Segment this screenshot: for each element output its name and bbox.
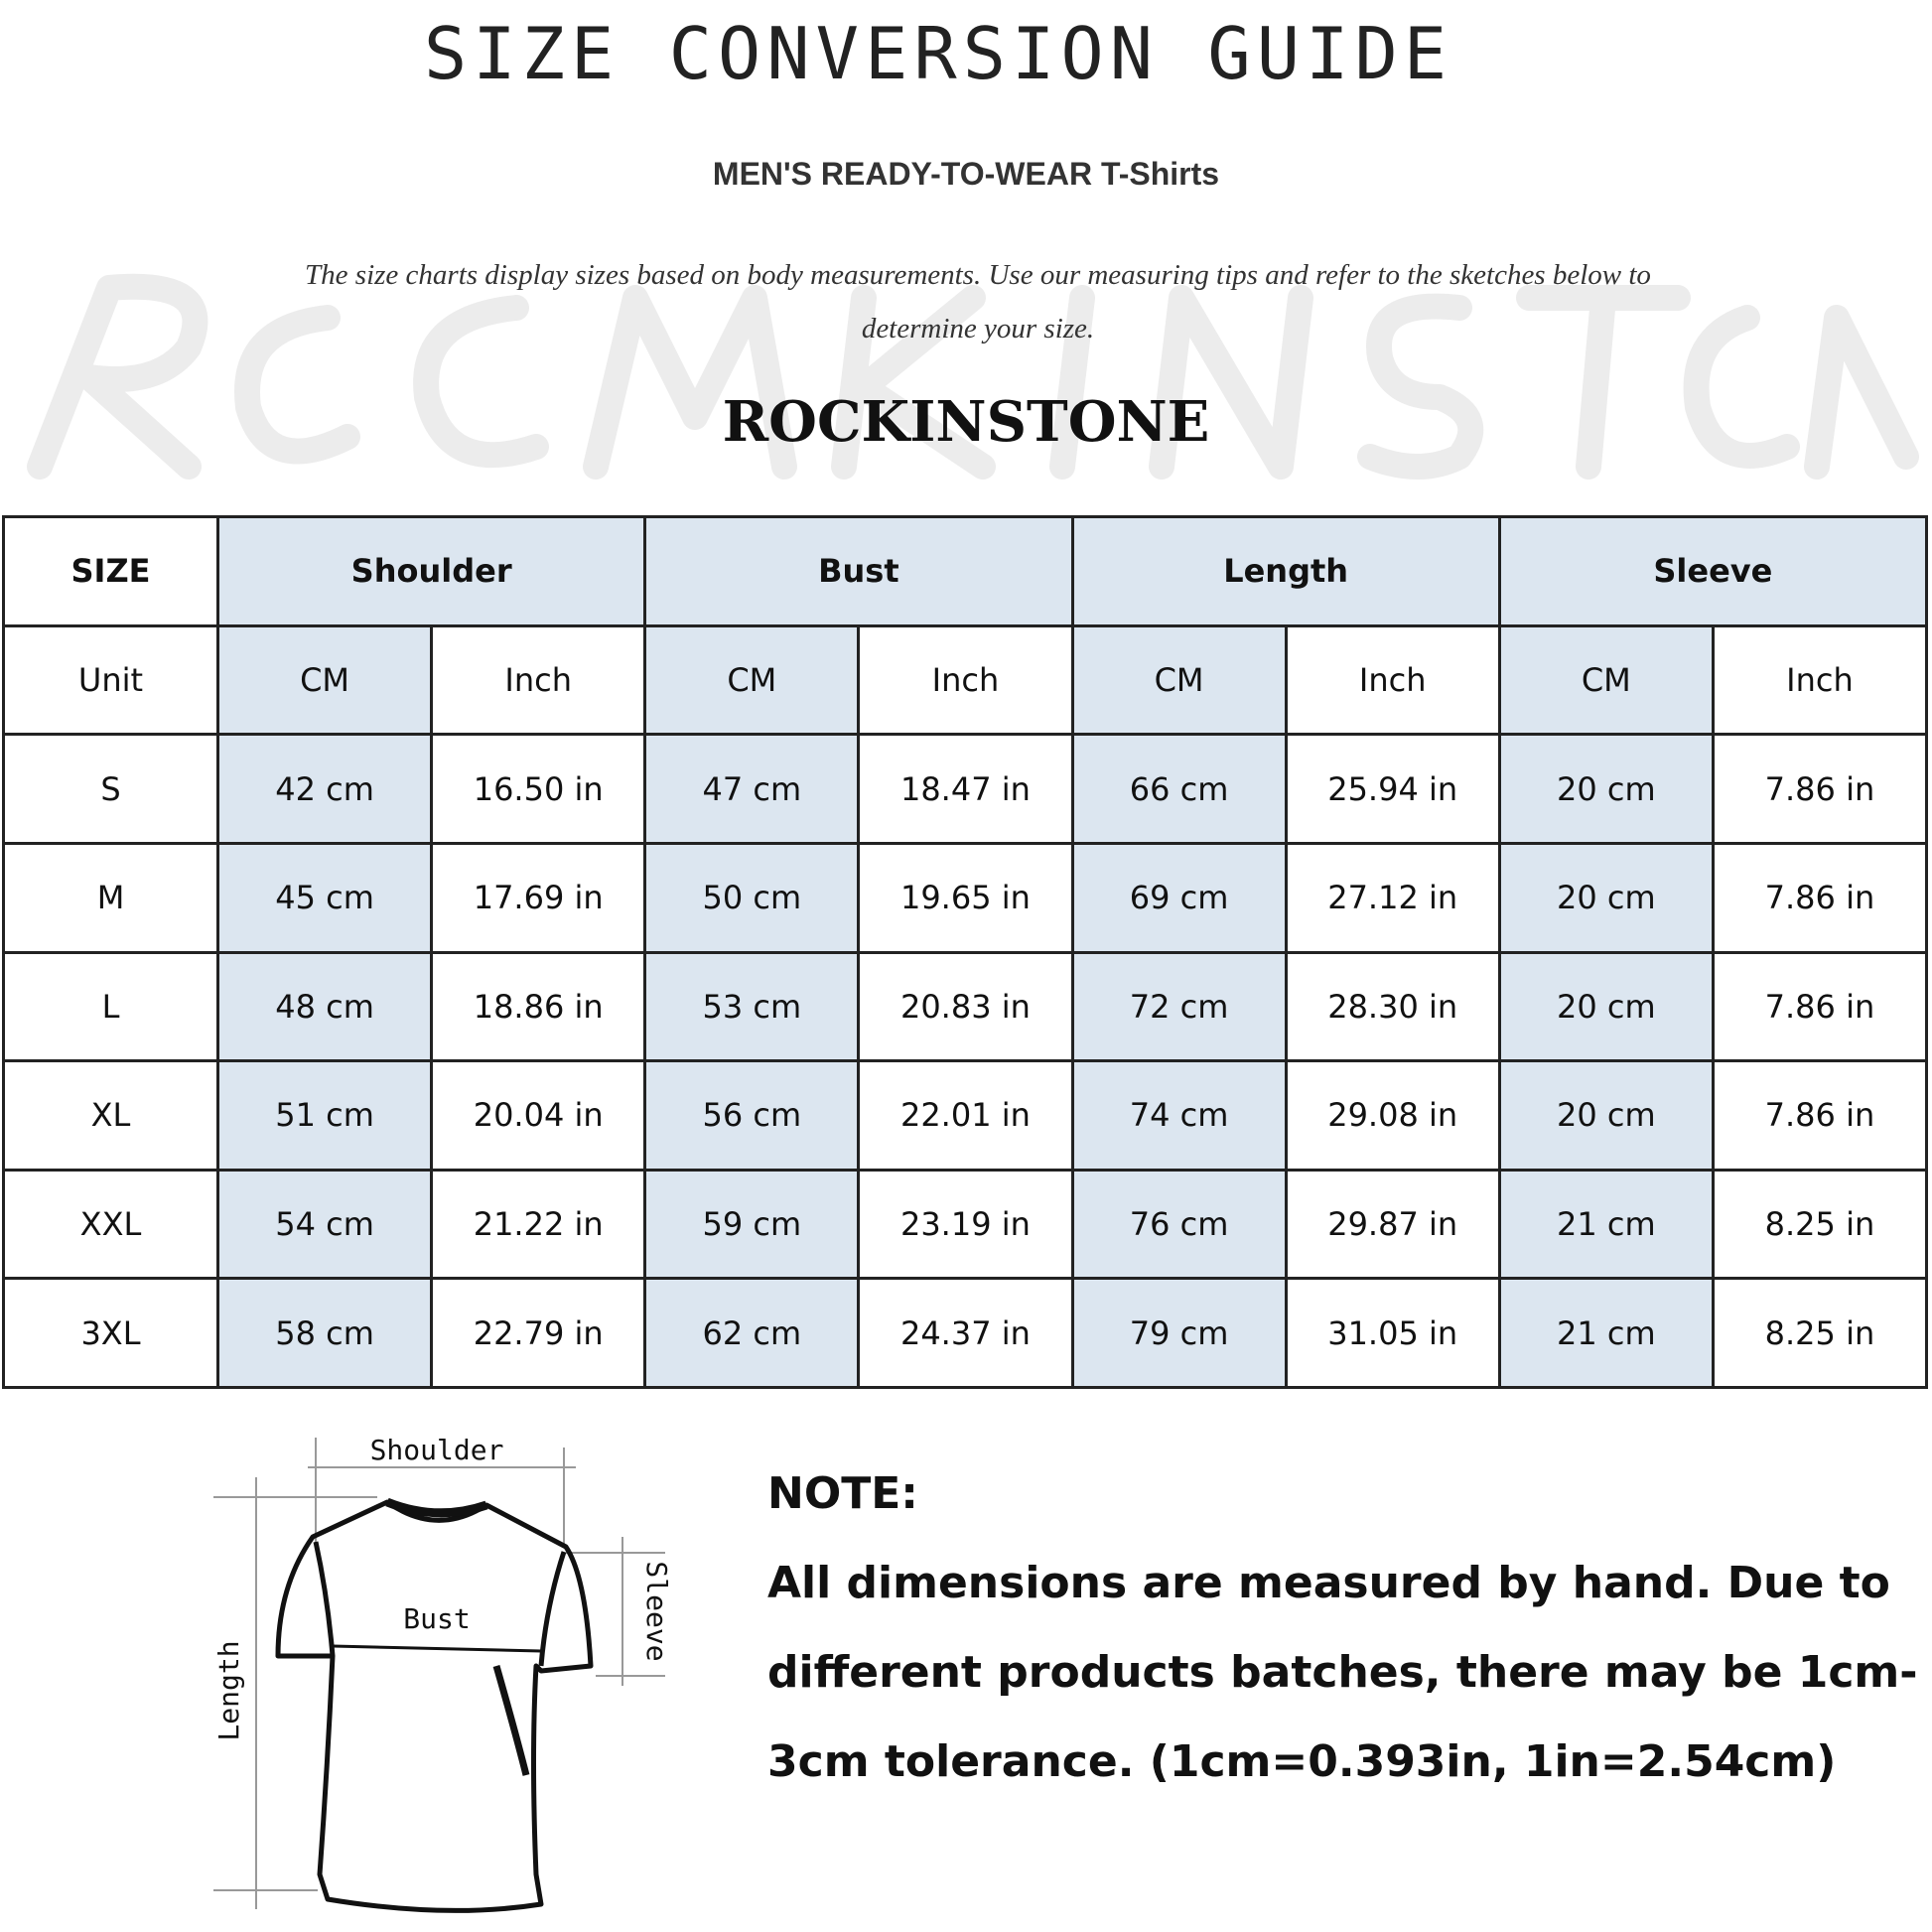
measurement-cell: 29.08 in <box>1284 1059 1501 1172</box>
measurement-cell: 56 cm <box>643 1059 861 1172</box>
measurement-cell: 20 cm <box>1497 950 1715 1063</box>
measurement-cell: 69 cm <box>1070 841 1288 954</box>
note-block: NOTE: All dimensions are measured by han… <box>767 1449 1919 1807</box>
measurement-cell: 20.83 in <box>857 950 1074 1063</box>
measurement-cell: 22.79 in <box>430 1277 647 1389</box>
measurement-cell: 17.69 in <box>430 841 647 954</box>
measurement-cell: 28.30 in <box>1284 950 1501 1063</box>
measurement-cell: 16.50 in <box>430 733 647 845</box>
measurement-cell: 27.12 in <box>1284 841 1501 954</box>
measurement-cell: 20 cm <box>1497 1059 1715 1172</box>
measurement-cell: 59 cm <box>643 1168 861 1281</box>
size-cell: S <box>2 733 219 845</box>
measurement-cell: 20 cm <box>1497 841 1715 954</box>
measurement-cell: 25.94 in <box>1284 733 1501 845</box>
measurement-cell: 7.86 in <box>1711 950 1929 1063</box>
measurement-cell: 23.19 in <box>857 1168 1074 1281</box>
bust-label: Bust <box>403 1602 470 1635</box>
size-row-l: L 48 cm 18.86 in 53 cm 20.83 in 72 cm 28.30 in… <box>2 950 1929 1063</box>
unit-cell: Inch <box>430 623 647 737</box>
measurement-cell: 8.25 in <box>1711 1277 1929 1389</box>
size-row-3xl: 3XL 58 cm 22.79 in 62 cm 24.37 in 79 cm 31.05 … <box>2 1277 1929 1389</box>
measurement-cell: 20 cm <box>1497 733 1715 845</box>
tshirt-measurement-diagram: Shoulder Bust Sleeve Length <box>212 1434 673 1913</box>
measurement-cell: 24.37 in <box>857 1277 1074 1389</box>
tshirt-outline-icon <box>275 1497 594 1913</box>
measurement-cell: 21 cm <box>1497 1277 1715 1389</box>
measurement-cell: 72 cm <box>1070 950 1288 1063</box>
measurement-cell: 50 cm <box>643 841 861 954</box>
measurement-cell: 62 cm <box>643 1277 861 1389</box>
shoulder-label: Shoulder <box>370 1434 504 1466</box>
size-row-s: S 42 cm 16.50 in 47 cm 18.47 in 66 cm 25.94 in… <box>2 733 1929 845</box>
measurement-cell: 48 cm <box>215 950 434 1063</box>
measurement-cell: 19.65 in <box>857 841 1074 954</box>
brand-name: ROCKINSTONE <box>722 389 1210 455</box>
sleeve-label: Sleeve <box>640 1561 673 1661</box>
measurement-cell: 29.87 in <box>1284 1168 1501 1281</box>
measurement-cell: 21 cm <box>1497 1168 1715 1281</box>
group-header-length: Length <box>1070 515 1501 627</box>
measurement-cell: 54 cm <box>215 1168 434 1281</box>
measurement-cell: 74 cm <box>1070 1059 1288 1172</box>
size-cell: XXL <box>2 1168 219 1281</box>
description: The size charts display sizes based on b… <box>305 259 1651 345</box>
size-row-m: M 45 cm 17.69 in 50 cm 19.65 in 69 cm 27.12 in… <box>2 841 1929 954</box>
group-header-shoulder: Shoulder <box>215 515 647 627</box>
measurement-cell: 58 cm <box>215 1277 434 1389</box>
measurement-cell: 79 cm <box>1070 1277 1288 1389</box>
measurement-cell: 7.86 in <box>1711 1059 1929 1172</box>
size-table: SIZE Shoulder Bust Length Sleeve Unit CM… <box>2 515 1929 1389</box>
length-label: Length <box>212 1640 245 1740</box>
measurement-cell: 7.86 in <box>1711 841 1929 954</box>
page-title: SIZE CONVERSION GUIDE <box>423 12 1453 95</box>
size-cell: L <box>2 950 219 1063</box>
measurement-cell: 53 cm <box>643 950 861 1063</box>
group-header-row: SIZE Shoulder Bust Length Sleeve <box>2 515 1929 627</box>
measurement-cell: 20.04 in <box>430 1059 647 1172</box>
measurement-cell: 7.86 in <box>1711 733 1929 845</box>
unit-cell: Inch <box>1284 623 1501 737</box>
unit-cell: CM <box>215 623 434 737</box>
size-cell: M <box>2 841 219 954</box>
group-header-bust: Bust <box>643 515 1074 627</box>
measurement-cell: 8.25 in <box>1711 1168 1929 1281</box>
note-heading: NOTE: <box>767 1468 918 1519</box>
measurement-cell: 42 cm <box>215 733 434 845</box>
measurement-cell: 18.47 in <box>857 733 1074 845</box>
size-cell: XL <box>2 1059 219 1172</box>
measurement-guides <box>213 1438 665 1909</box>
unit-label: Unit <box>2 623 219 737</box>
page-subtitle: MEN'S READY-TO-WEAR T-Shirts <box>712 156 1220 192</box>
measurement-cell: 45 cm <box>215 841 434 954</box>
measurement-cell: 51 cm <box>215 1059 434 1172</box>
group-header-sleeve: Sleeve <box>1497 515 1929 627</box>
unit-cell: CM <box>1497 623 1715 737</box>
size-row-xl: XL 51 cm 20.04 in 56 cm 22.01 in 74 cm 29.08 i… <box>2 1059 1929 1172</box>
measurement-cell: 76 cm <box>1070 1168 1288 1281</box>
measurement-cell: 22.01 in <box>857 1059 1074 1172</box>
unit-cell: CM <box>1070 623 1288 737</box>
measurement-cell: 18.86 in <box>430 950 647 1063</box>
size-row-xxl: XXL 54 cm 21.22 in 59 cm 23.19 in 76 cm 29.87 … <box>2 1168 1929 1281</box>
measurement-cell: 66 cm <box>1070 733 1288 845</box>
unit-row: Unit CM Inch CM Inch CM Inch CM Inch <box>2 623 1929 737</box>
note-text: All dimensions are measured by hand. Due… <box>767 1558 1918 1787</box>
unit-cell: CM <box>643 623 861 737</box>
measurement-cell: 31.05 in <box>1284 1277 1501 1389</box>
size-header: SIZE <box>2 515 219 627</box>
size-cell: 3XL <box>2 1277 219 1389</box>
unit-cell: Inch <box>857 623 1074 737</box>
measurement-cell: 21.22 in <box>430 1168 647 1281</box>
measurement-cell: 47 cm <box>643 733 861 845</box>
brand-watermark <box>27 273 1919 480</box>
unit-cell: Inch <box>1711 623 1929 737</box>
